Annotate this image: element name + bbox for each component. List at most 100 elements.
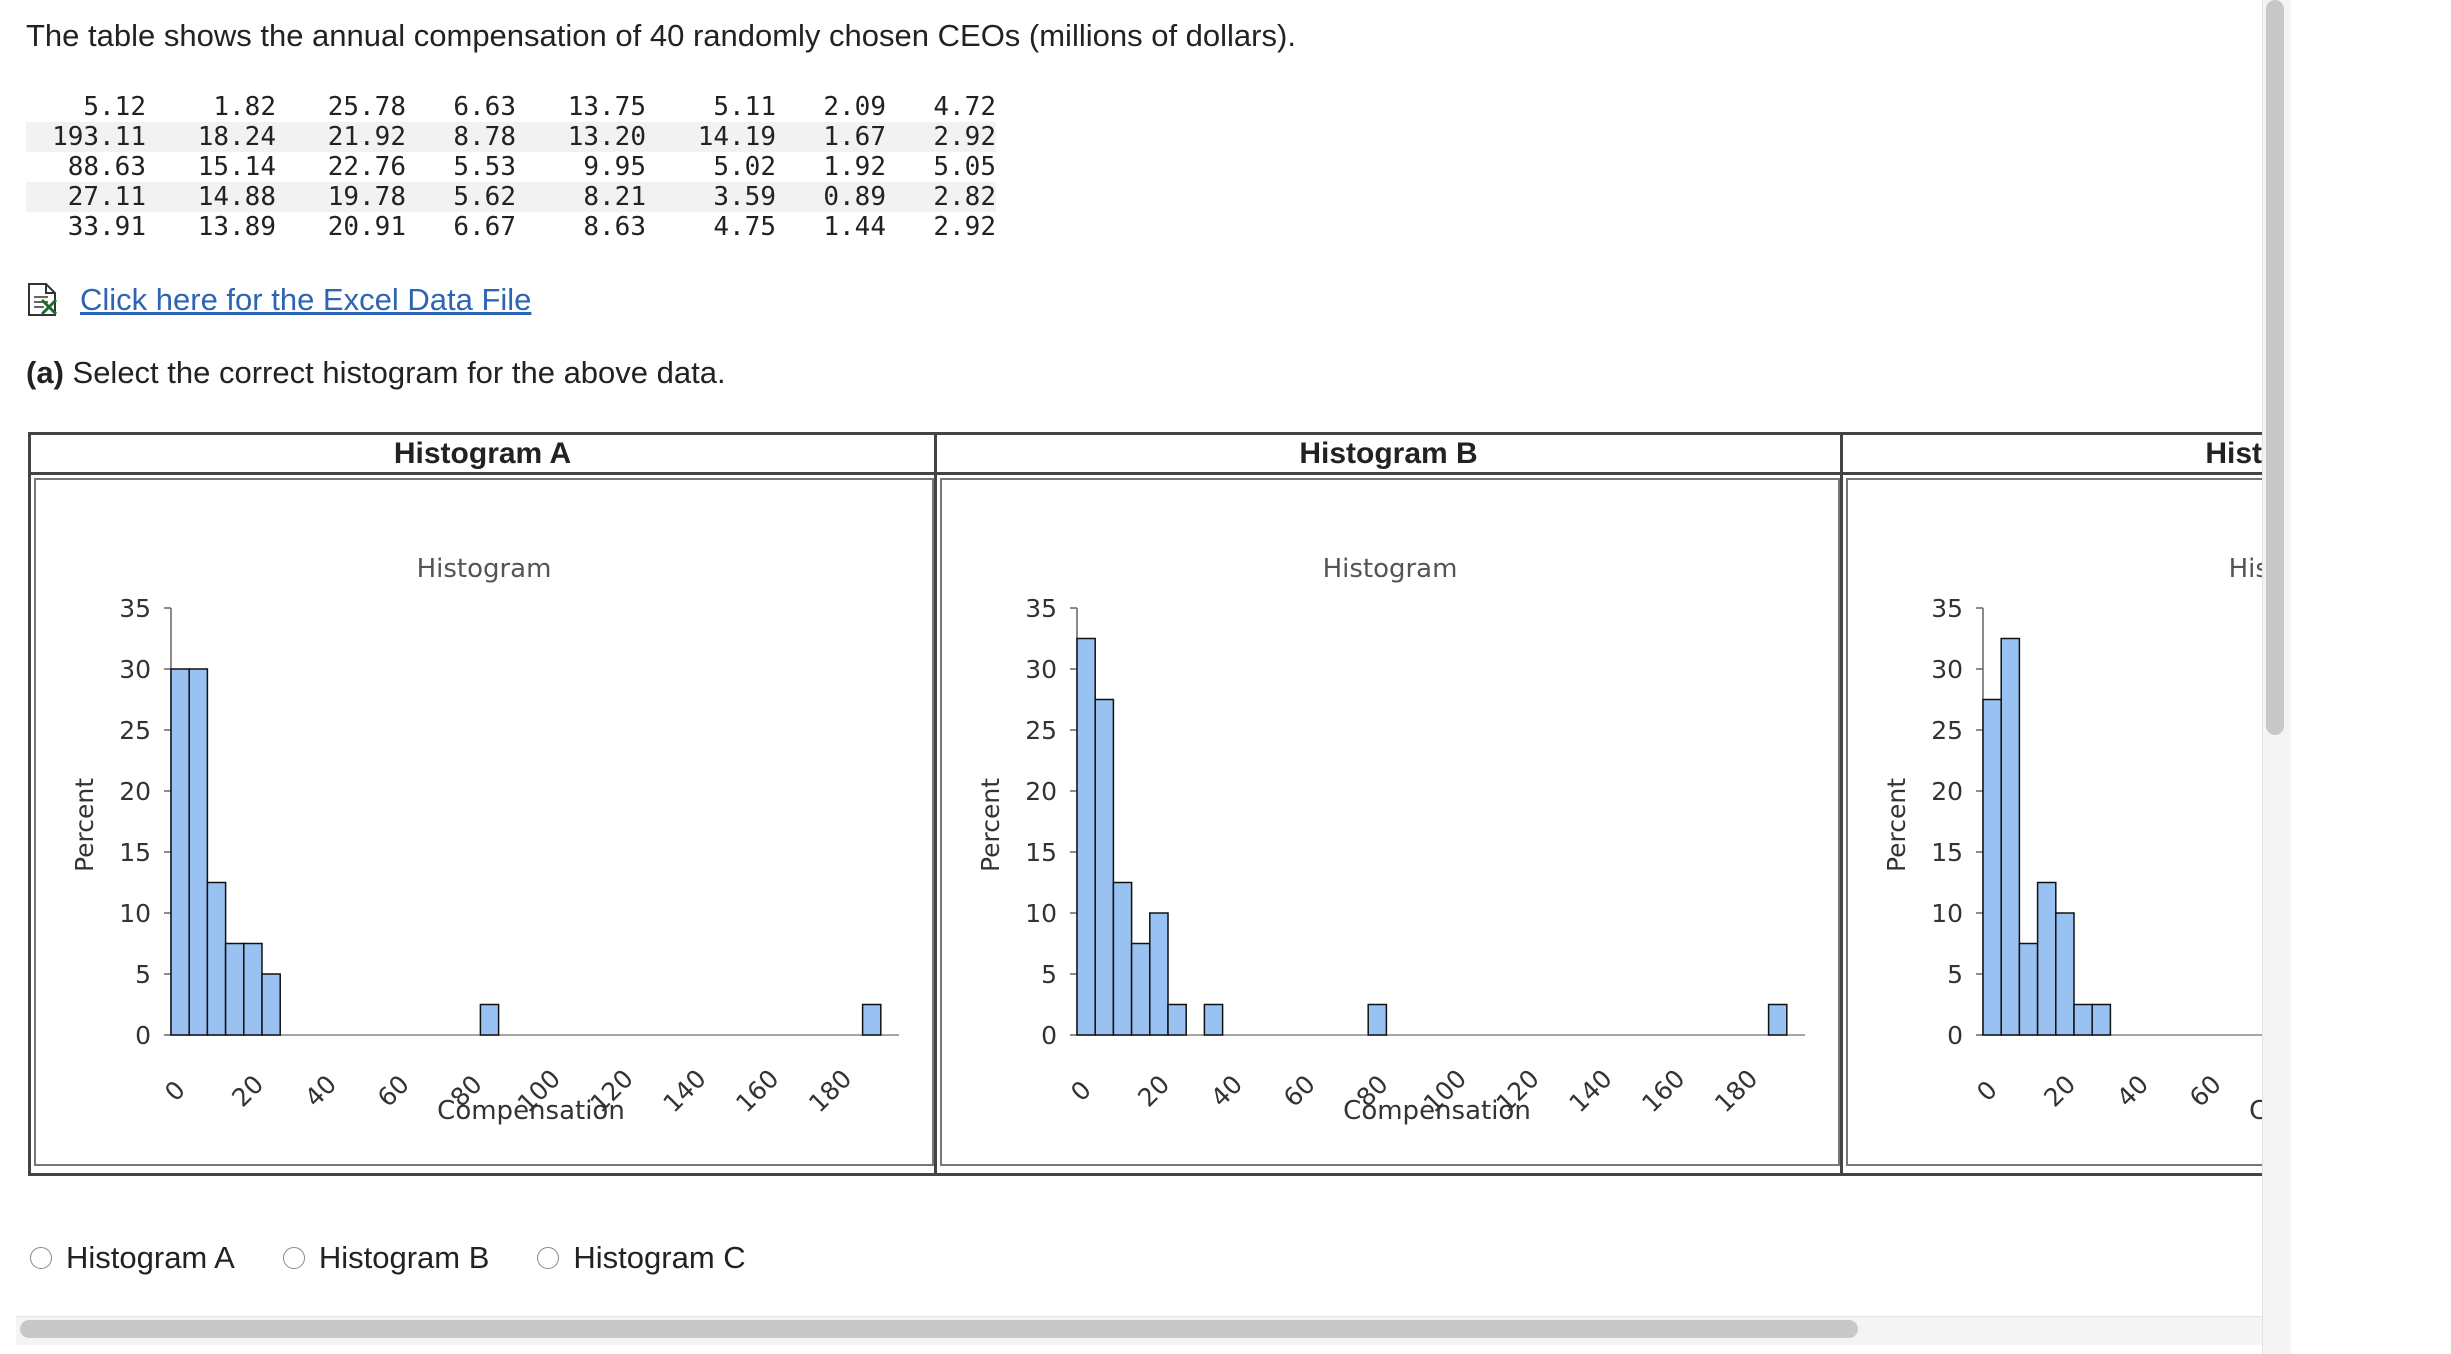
table-cell: 15.14 [197, 152, 276, 182]
table-cell: 21.92 [276, 122, 406, 152]
table-cell: 1.82 [213, 92, 276, 122]
y-tick-label: 15 [1025, 838, 1057, 867]
table-cell: 1.92 [823, 152, 886, 182]
histogram-bar [1767, 1003, 1788, 1036]
histogram-bar [1167, 1003, 1187, 1036]
y-tick-label: 15 [1931, 838, 1963, 867]
y-tick-label: 35 [1025, 594, 1057, 623]
histogram-bar [1149, 912, 1169, 1036]
y-tick-label: 5 [1947, 960, 1963, 989]
panel-title: Histogram A [31, 435, 934, 475]
histogram-panels: Histogram A Histogram 0 5 10 15 20 25 30 35 Perce… [28, 432, 2262, 1176]
histogram-bar [2036, 881, 2057, 1036]
excel-data-link[interactable]: Click here for the Excel Data File [26, 282, 531, 318]
x-axis-label: Compensation [2249, 1096, 2262, 1126]
table-cell: 88.63 [67, 152, 146, 182]
radio-button[interactable] [537, 1247, 560, 1269]
chart-title: Histogram [417, 554, 552, 584]
panel-histogram-c: Histogram C Histogram 0 5 10 15 20 25 30 35 Perce… [1843, 435, 2262, 1173]
y-tick-label: 20 [1025, 777, 1057, 806]
histogram-bar [861, 1003, 882, 1036]
table-cell: 6.63 [453, 92, 516, 122]
option-histogram-a[interactable]: Histogram A [30, 1240, 235, 1276]
radio-button[interactable] [30, 1247, 52, 1269]
table-cell: 13.75 [567, 92, 646, 122]
table-cell: 193.11 [26, 122, 146, 152]
horizontal-scroll-thumb[interactable] [20, 1320, 1858, 1338]
y-tick-label: 35 [1931, 594, 1963, 623]
chart-title: Histogram [2229, 554, 2262, 584]
table-cell: 5.53 [453, 152, 516, 182]
y-tick-label: 20 [1931, 777, 1963, 806]
y-tick-label: 20 [119, 777, 151, 806]
y-tick-label: 0 [1041, 1021, 1057, 1050]
y-tick-label: 10 [1931, 899, 1963, 928]
panel-title: Histogram C [1843, 435, 2262, 475]
table-row: 88.63 15.14 22.76 5.53 9.95 5.02 1.92 5.05 [26, 152, 996, 182]
x-axis-label: Compensation [1343, 1096, 1531, 1126]
y-tick-label: 25 [1931, 716, 1963, 745]
excel-file-icon [28, 283, 58, 316]
histogram-bar [2000, 637, 2021, 1036]
x-tick-label: 80 [2257, 1069, 2262, 1112]
question-viewport: The table shows the annual compensation … [26, 18, 2262, 1276]
y-tick-label: 10 [1025, 899, 1057, 928]
table-cell: 8.63 [583, 212, 646, 242]
histogram-bar [188, 668, 209, 1036]
table-row: 5.12 1.82 25.78 6.63 13.75 5.11 2.09 4.72 [26, 92, 996, 122]
histogram-c-chart: Histogram05101520253035Percent0204060801… [1846, 478, 2262, 1166]
panel-title: Histogram B [937, 435, 1840, 475]
table-cell: 2.92 [886, 122, 996, 152]
table-cell: 5.05 [933, 152, 996, 182]
table-cell: 33.91 [67, 212, 146, 242]
y-tick-label: 25 [1025, 716, 1057, 745]
histogram-bar [2091, 1003, 2112, 1036]
table-row: 193.11 18.24 21.92 8.78 13.20 14.19 1.67 2.92 [26, 122, 996, 152]
option-histogram-c[interactable]: Histogram C [537, 1240, 746, 1276]
vertical-scroll-thumb[interactable] [2266, 0, 2284, 735]
chart-title: Histogram [1323, 554, 1458, 584]
table-cell: 20.91 [327, 212, 406, 242]
y-tick-label: 5 [1041, 960, 1057, 989]
table-cell: 4.75 [713, 212, 776, 242]
y-tick-label: 0 [1947, 1021, 1963, 1050]
question-body: Select the correct histogram for the abo… [72, 355, 726, 390]
y-tick-label: 30 [119, 655, 151, 684]
y-tick-label: 25 [119, 716, 151, 745]
table-cell: 5.62 [406, 182, 516, 212]
table-cell: 1.67 [776, 122, 886, 152]
table-cell: 3.59 [646, 182, 776, 212]
histogram-bar [2055, 912, 2075, 1036]
table-cell: 5.02 [713, 152, 776, 182]
table-cell: 2.92 [933, 212, 996, 242]
table-cell: 19.78 [276, 182, 406, 212]
data-table: 5.12 1.82 25.78 6.63 13.75 5.11 2.09 4.72 193.11… [26, 92, 996, 242]
option-label: Histogram A [66, 1240, 235, 1275]
table-cell: 2.82 [886, 182, 996, 212]
table-cell: 22.76 [327, 152, 406, 182]
plot-frame [1846, 478, 2262, 1166]
histogram-bar [2073, 1003, 2093, 1036]
histogram-bar [479, 1003, 500, 1036]
table-cell: 8.78 [406, 122, 516, 152]
intro-text: The table shows the annual compensation … [26, 18, 1296, 53]
table-cell: 2.09 [823, 92, 886, 122]
radio-button[interactable] [282, 1247, 305, 1269]
histogram-bar [1130, 942, 1151, 1036]
y-axis-label: Percent [70, 778, 99, 872]
histogram-bar [206, 881, 227, 1036]
table-cell: 25.78 [327, 92, 406, 122]
histogram-bar [1203, 1003, 1224, 1036]
table-cell: 8.21 [516, 182, 646, 212]
histogram-bar [2018, 942, 2039, 1036]
excel-link-label[interactable]: Click here for the Excel Data File [80, 282, 532, 317]
x-axis-label: Compensation [437, 1096, 625, 1126]
table-cell: 14.19 [646, 122, 776, 152]
y-tick-label: 30 [1931, 655, 1963, 684]
table-cell: 4.72 [933, 92, 996, 122]
answer-options: Histogram A Histogram B Histogram C [30, 1240, 794, 1276]
table-cell: 1.44 [823, 212, 886, 242]
option-histogram-b[interactable]: Histogram B [282, 1240, 489, 1276]
